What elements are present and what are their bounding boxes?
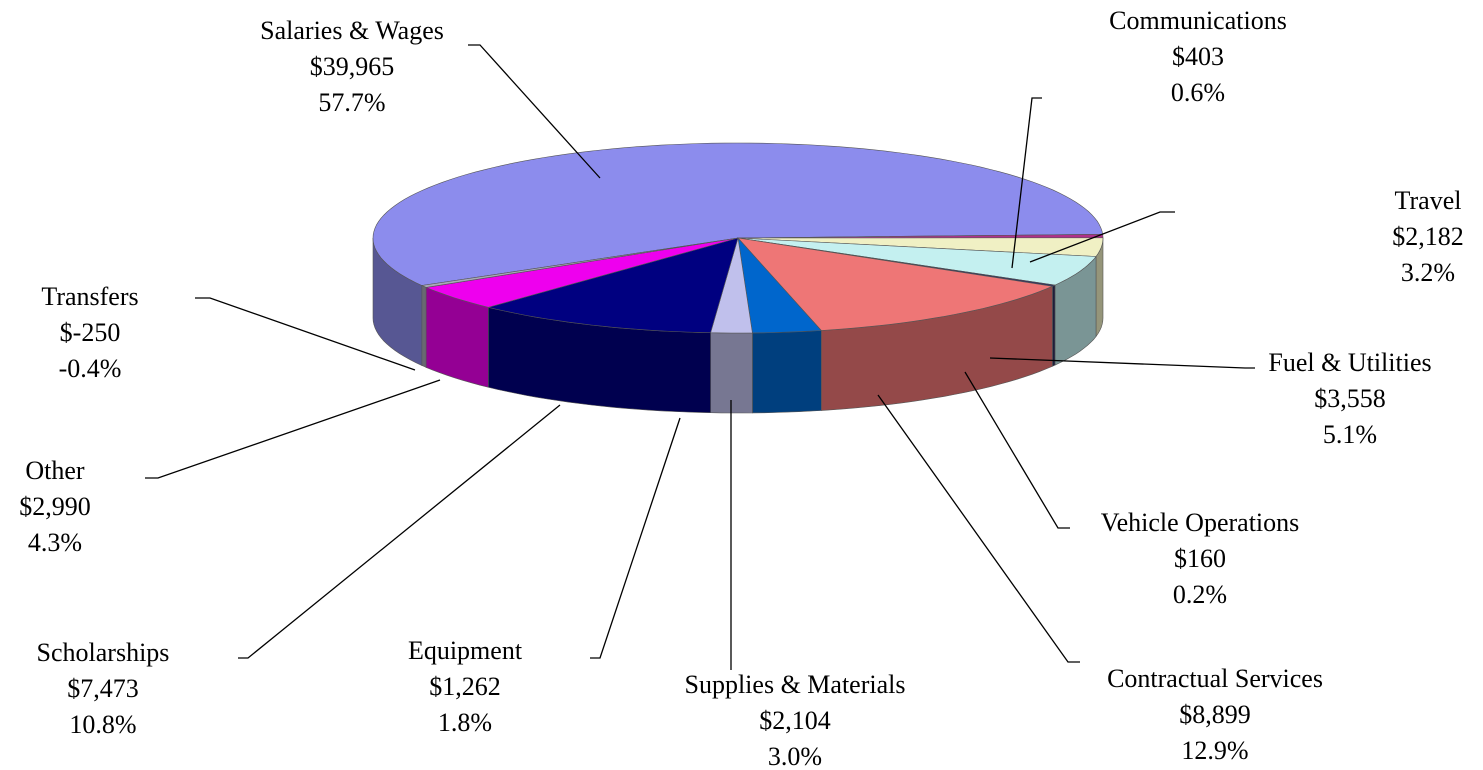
value-label: $2,182 — [1392, 222, 1464, 251]
slice-label: Contractual Services — [1107, 664, 1323, 693]
slice — [372, 142, 1104, 286]
value-label: $160 — [1174, 544, 1226, 573]
percentage-label: 0.6% — [1171, 78, 1225, 107]
slice-label: Other — [25, 456, 85, 485]
value-label: $2,104 — [759, 706, 831, 735]
slice-label: Transfers — [41, 282, 138, 311]
leader-line — [989, 357, 1255, 369]
percentage-label: 4.3% — [28, 528, 82, 557]
value-label: $-250 — [60, 318, 121, 347]
leader-line — [238, 404, 561, 659]
slice-label: Supplies & Materials — [685, 670, 906, 699]
value-label: $403 — [1172, 42, 1224, 71]
slice — [737, 237, 1054, 331]
slice — [487, 237, 739, 334]
slice-label: Fuel & Utilities — [1268, 348, 1431, 377]
percentage-label: -0.4% — [59, 354, 122, 383]
leader-line — [1011, 97, 1042, 269]
slice — [420, 237, 739, 288]
percentage-label: 12.9% — [1181, 736, 1248, 765]
leader-line — [590, 417, 681, 659]
value-label: $2,990 — [19, 492, 91, 521]
leader-line — [468, 44, 601, 179]
leader-line — [877, 394, 1080, 663]
slice-label: Vehicle Operations — [1101, 508, 1300, 537]
slice-side — [1052, 284, 1056, 367]
leader-line — [195, 297, 416, 371]
slice-label: Scholarships — [37, 638, 170, 667]
slice-label: Travel — [1395, 186, 1462, 215]
leader-line — [964, 371, 1070, 529]
percentage-label: 5.1% — [1323, 420, 1377, 449]
slice-label: Communications — [1109, 6, 1287, 35]
value-label: $39,965 — [310, 52, 395, 81]
slice — [737, 237, 1097, 286]
slice-label: Salaries & Wages — [260, 16, 444, 45]
percentage-label: 1.8% — [438, 708, 492, 737]
slice — [737, 237, 822, 334]
percentage-label: 10.8% — [69, 710, 136, 739]
value-label: $7,473 — [67, 674, 139, 703]
slice — [424, 237, 739, 308]
percentage-label: 0.2% — [1173, 580, 1227, 609]
percentage-label: 57.7% — [318, 88, 385, 117]
value-label: $1,262 — [429, 672, 501, 701]
leader-line — [1029, 211, 1175, 263]
slice-side — [421, 285, 427, 368]
leader-line — [145, 379, 441, 479]
percentage-label: 3.2% — [1401, 258, 1455, 287]
slice-label: Equipment — [408, 636, 523, 665]
value-label: $8,899 — [1179, 700, 1251, 729]
value-label: $3,558 — [1314, 384, 1386, 413]
percentage-label: 3.0% — [768, 742, 822, 770]
slice-side — [752, 330, 822, 414]
